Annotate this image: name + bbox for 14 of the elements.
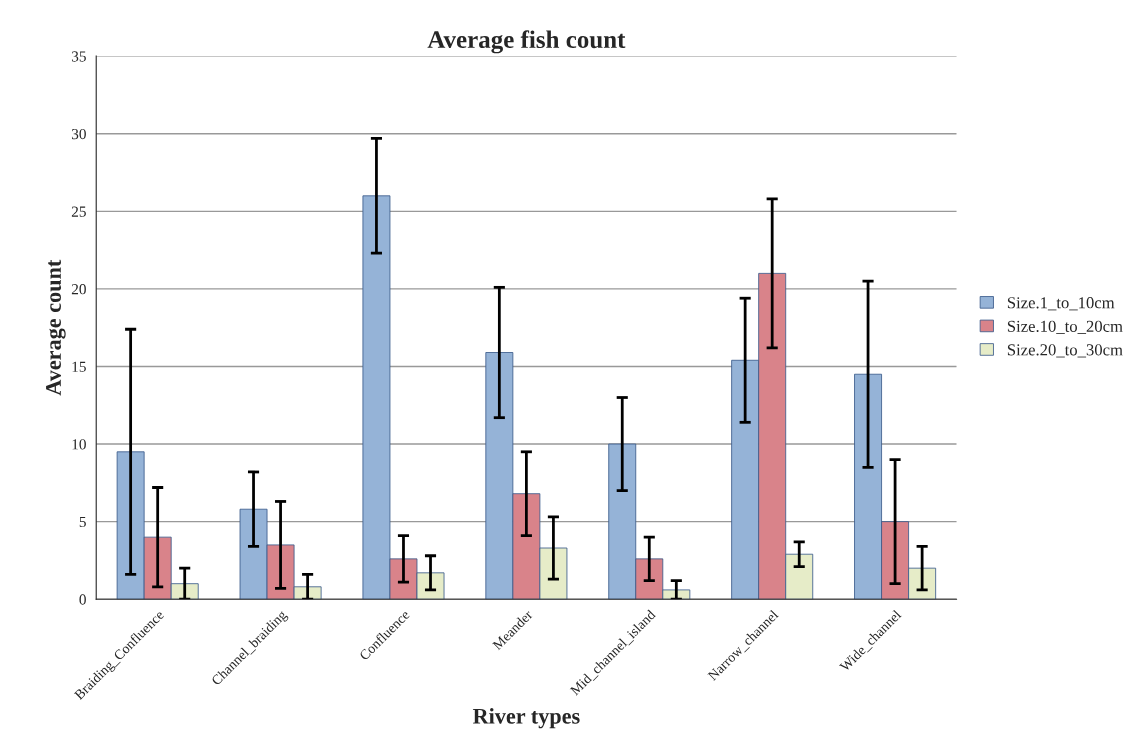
- x-axis-title: River types: [472, 708, 580, 729]
- y-tick-label: 30: [71, 128, 86, 140]
- y-tick-label: 5: [79, 516, 86, 528]
- chart-title: Average fish count: [427, 30, 626, 54]
- y-tick-label: 15: [72, 361, 86, 372]
- legend-label: Size.10_to_20cm: [1007, 320, 1123, 334]
- y-tick-label: 20: [71, 284, 86, 295]
- legend-label: Size.1_to_10cm: [1007, 297, 1115, 311]
- y-tick-label: 35: [71, 51, 86, 62]
- y-tick-label: 0: [79, 594, 86, 605]
- y-tick-label: 10: [72, 439, 86, 450]
- y-tick-label: 25: [71, 206, 86, 217]
- y-axis-title: Average count: [46, 259, 66, 396]
- legend-label: Size.20_to_30cm: [1007, 344, 1123, 358]
